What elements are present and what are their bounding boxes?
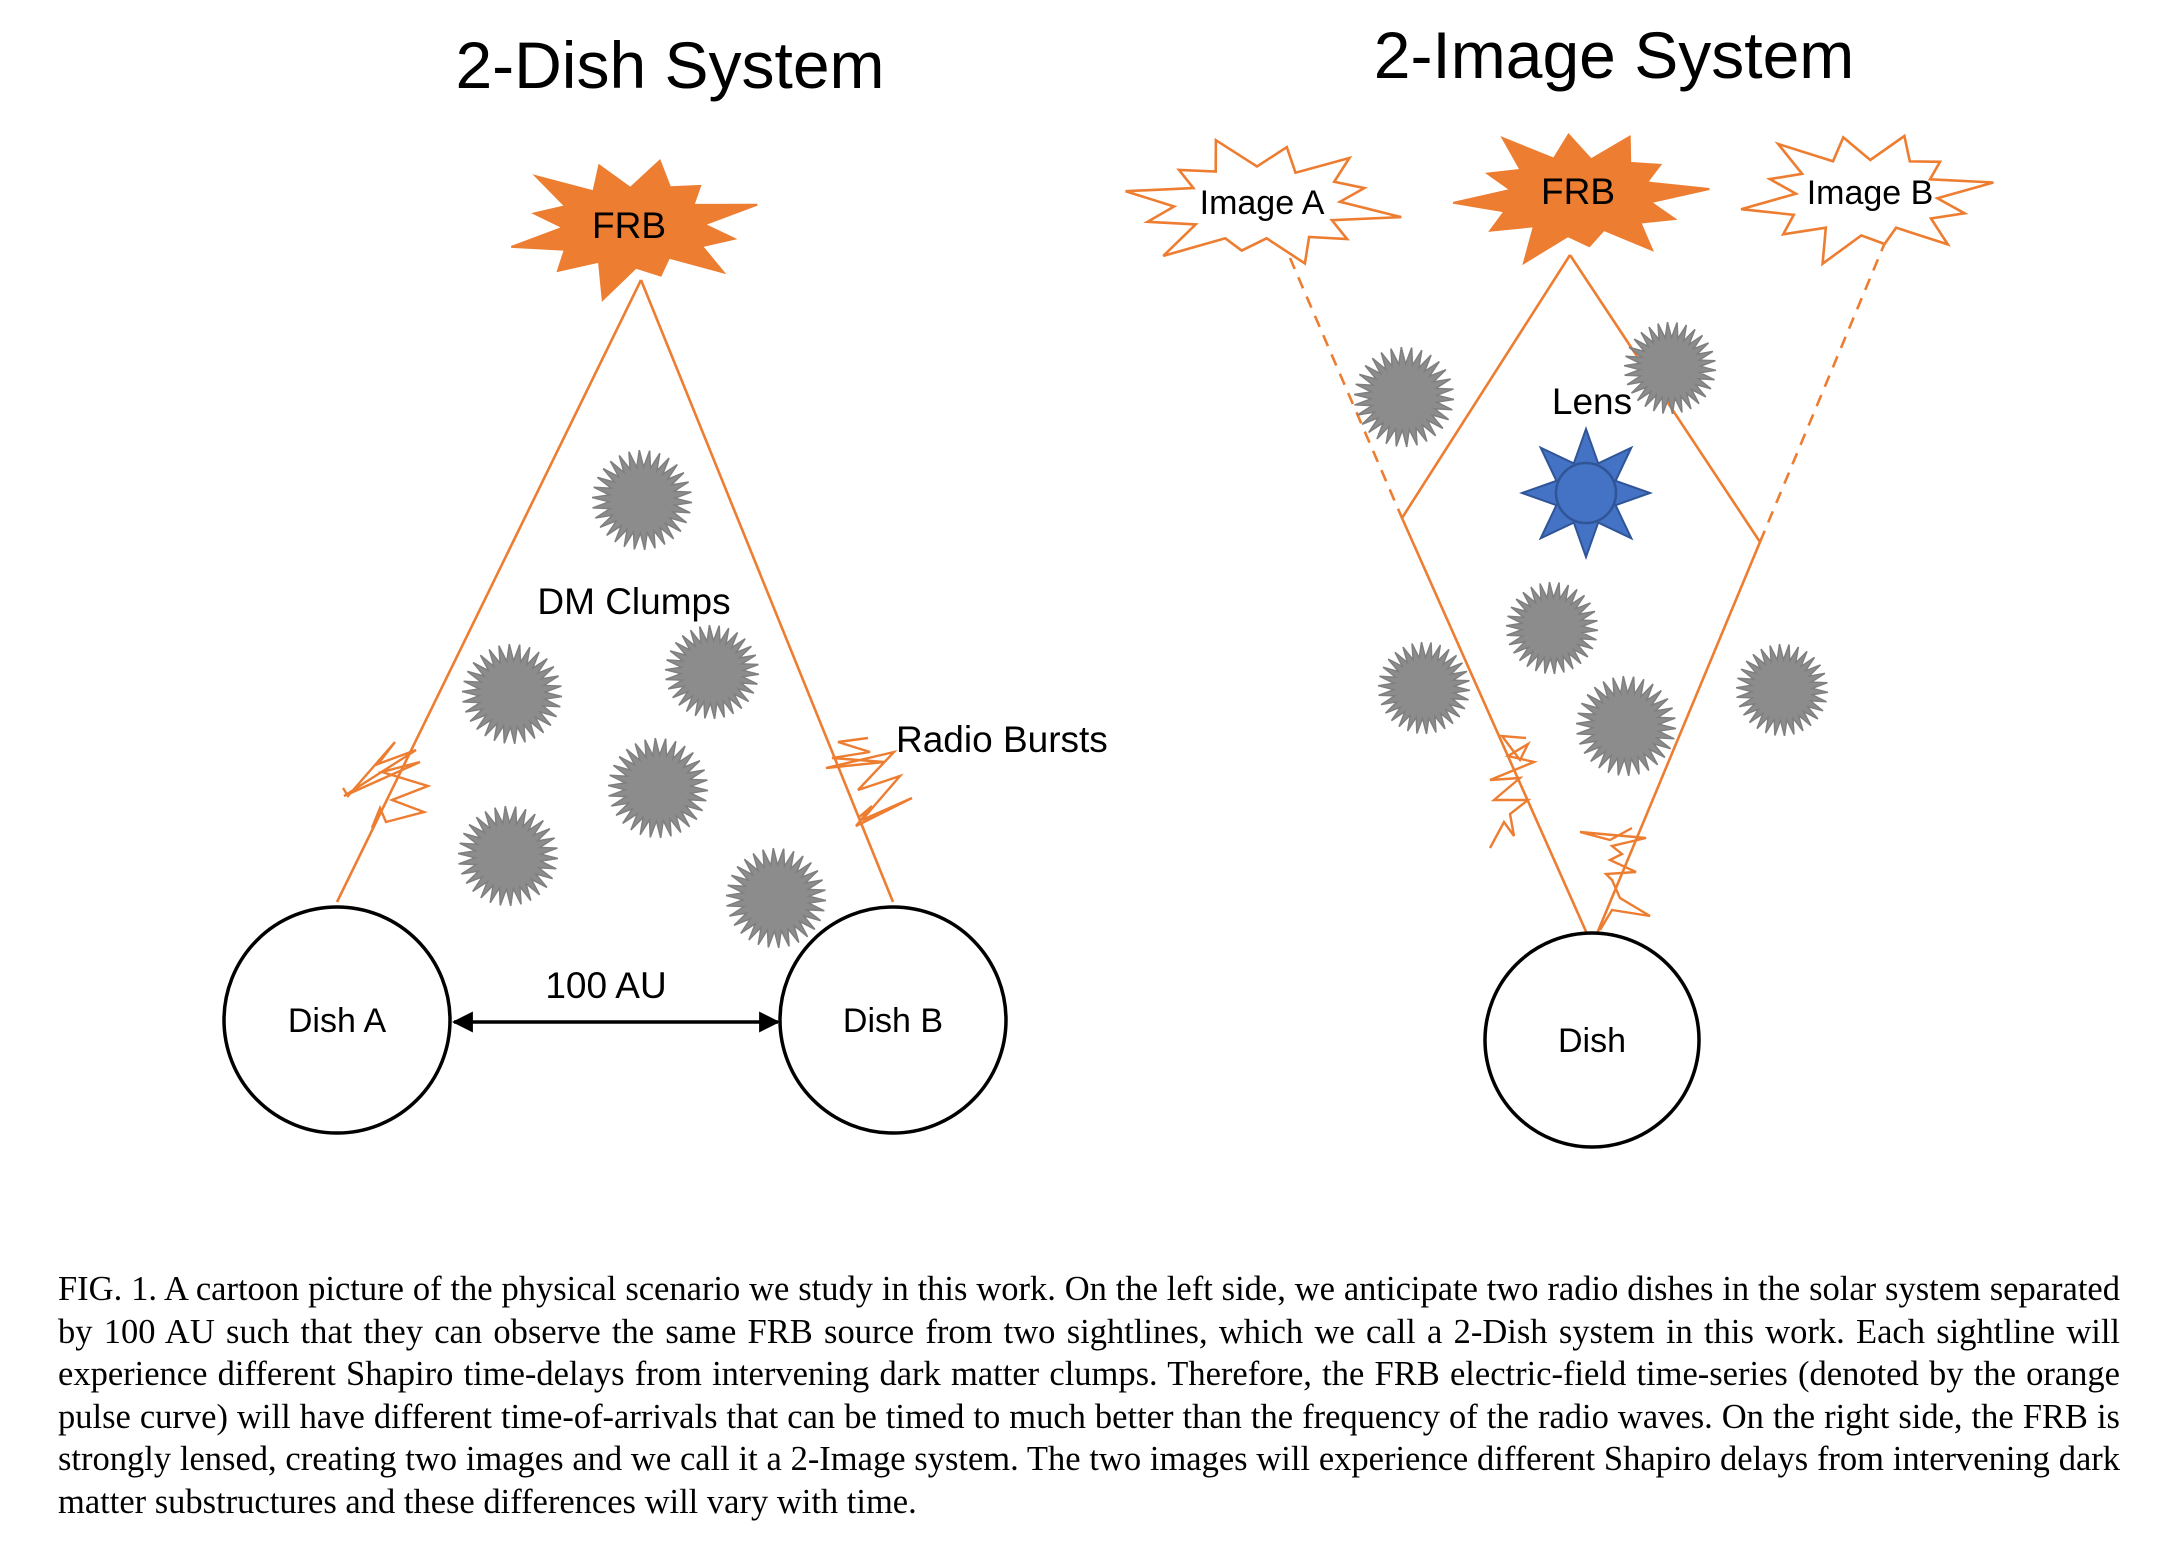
left-sightlines — [335, 279, 895, 903]
right-frb-starburst: FRB — [1452, 133, 1710, 266]
dm-clump — [1377, 641, 1471, 735]
left-panel: 2-Dish System FRB DM Clumps Radio Bursts — [222, 28, 1108, 1135]
figure-caption: FIG. 1. A cartoon picture of the physica… — [58, 1270, 2120, 1521]
image-a-starburst: Image A — [1125, 137, 1402, 266]
dm-clump — [664, 624, 760, 720]
image-b-starburst: Image B — [1740, 133, 1994, 267]
figure-diagram: 2-Dish System FRB DM Clumps Radio Bursts — [222, 18, 1994, 1149]
radio-burst-pulse-a — [341, 741, 432, 829]
dish-a: Dish A — [222, 905, 452, 1135]
dish-b-label: Dish B — [843, 1002, 943, 1040]
dm-clump — [1575, 675, 1677, 777]
lensed-paths — [1400, 254, 1762, 937]
dm-clump — [1353, 346, 1455, 448]
lens-label: Lens — [1552, 381, 1632, 422]
dm-clumps-label: DM Clumps — [537, 581, 730, 622]
dm-clump — [1505, 581, 1599, 675]
radio-bursts-label: Radio Bursts — [896, 719, 1108, 760]
right-dm-clumps — [1353, 321, 1829, 777]
left-panel-title: 2-Dish System — [455, 28, 884, 102]
dish-b: Dish B — [778, 905, 1008, 1135]
apparent-path-b — [1758, 239, 1888, 543]
radio-burst-pulse-b — [825, 736, 913, 828]
right-frb-label: FRB — [1541, 171, 1615, 212]
left-frb-starburst: FRB — [510, 158, 758, 302]
right-panel: 2-Image System FRB Image A Image B — [1125, 18, 1994, 1149]
lens-icon — [1519, 426, 1653, 560]
left-dm-clumps — [457, 449, 827, 949]
image-a-label: Image A — [1200, 184, 1325, 222]
dish-a-label: Dish A — [288, 1002, 387, 1040]
separation-label: 100 AU — [545, 965, 666, 1006]
image-b-label: Image B — [1807, 174, 1934, 212]
dm-clump — [461, 643, 563, 745]
right-panel-title: 2-Image System — [1374, 18, 1855, 92]
dm-clump — [607, 737, 709, 839]
dish-label: Dish — [1558, 1022, 1626, 1060]
apparent-image-paths — [1288, 239, 1888, 543]
radio-burst-pulse-image-a — [1488, 734, 1538, 849]
sightline-to-dish-a — [335, 279, 643, 903]
dm-clump — [725, 847, 827, 949]
left-frb-label: FRB — [592, 205, 666, 246]
sightline-to-dish-b — [639, 279, 895, 903]
dm-clump — [591, 449, 693, 551]
dm-clump — [1623, 321, 1717, 415]
dm-clump — [1735, 643, 1829, 737]
dish: Dish — [1483, 931, 1701, 1149]
dm-clump — [457, 805, 559, 907]
apparent-path-a — [1288, 257, 1404, 519]
radio-burst-pulse-image-b — [1579, 826, 1651, 931]
